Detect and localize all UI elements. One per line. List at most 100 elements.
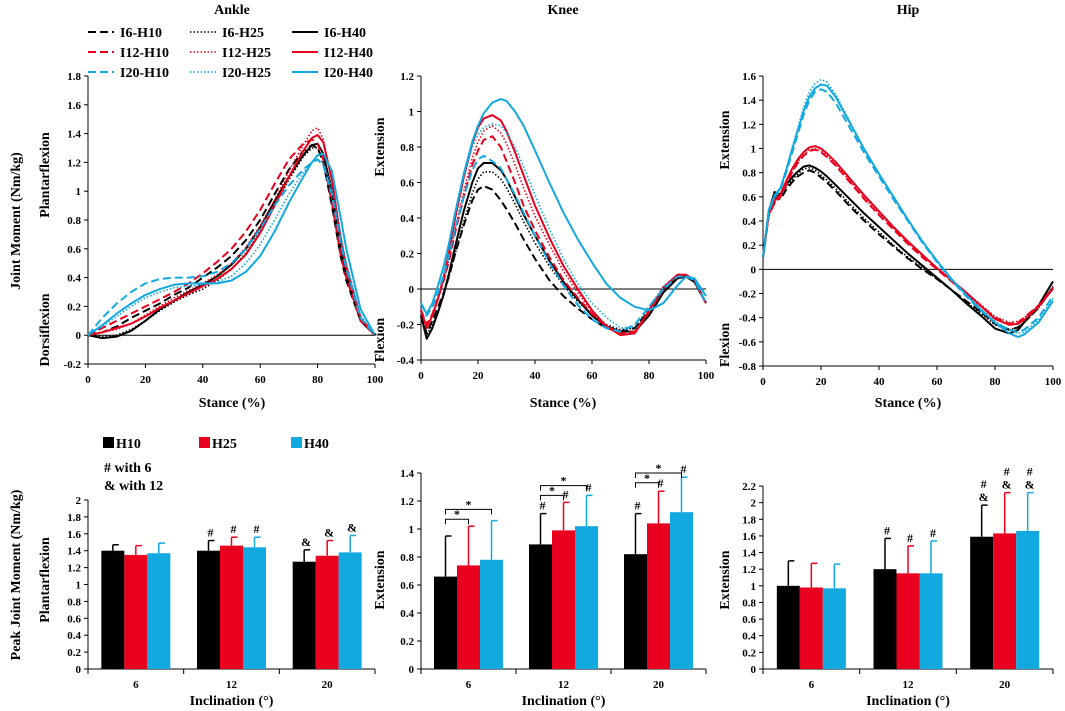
hip-x-tick-label: 60 <box>932 376 944 388</box>
hip-peak-y-tick-label: 0.2 <box>742 647 756 659</box>
ankle-peak-category-label: 20 <box>322 679 334 691</box>
ankle-y-tick-label: 1.4 <box>67 129 81 141</box>
knee-x-tick-label: 20 <box>473 370 485 382</box>
hip-peak-significance-mark: # <box>930 526 936 540</box>
knee-peak-bracket-star: * <box>549 483 555 497</box>
bar-legend-label: H40 <box>304 437 329 452</box>
ankle-y-tick-label: 0.6 <box>67 244 81 256</box>
knee-series-i6-h40 <box>420 162 707 340</box>
hip-y-tick-label: -0.2 <box>739 289 757 301</box>
knee-peak-y-tick-label: 0.4 <box>400 608 414 620</box>
ankle-y-tick-label: 1.2 <box>67 157 81 169</box>
hip-peak-bar-h25 <box>993 533 1017 669</box>
ankle-peak-bar-h25 <box>220 545 243 669</box>
knee-peak-bar-h10 <box>624 554 647 669</box>
hip-peak-significance-mark: & <box>979 490 989 504</box>
ankle-y-tick-label: 1.6 <box>67 100 81 112</box>
hip-y-tick-label: 0 <box>751 264 757 276</box>
knee-x-axis-label: Stance (%) <box>530 396 597 411</box>
ankle-peak-region-label: Plantarflexion <box>38 537 53 623</box>
legend-label: I12-H10 <box>120 46 169 61</box>
legend-item-i6-h40: I6-H40 <box>292 26 366 41</box>
knee-peak-y-tick-label: 0 <box>409 664 415 676</box>
hip-series-i20-h25 <box>762 78 1054 335</box>
hip-peak-bar-h10 <box>873 569 897 669</box>
ankle-peak-y-tick-label: 0 <box>76 664 82 676</box>
knee-peak-bracket-star: * <box>656 461 662 475</box>
hip-peak-region-label: Extension <box>718 550 733 609</box>
knee-peak-y-tick-label: 1.4 <box>400 468 414 480</box>
hip-peak-y-tick-label: 2 <box>751 498 757 510</box>
hip-peak-significance-mark: # <box>884 523 890 537</box>
ankle-x-tick-label: 100 <box>367 374 384 386</box>
legend-item-i12-h10: I12-H10 <box>88 46 169 61</box>
knee-peak-y-tick-label: 1.2 <box>400 496 414 508</box>
hip-peak-significance-mark: & <box>1025 478 1035 492</box>
knee-y-tick-label: -0.4 <box>397 355 415 367</box>
legend-label: I6-H40 <box>324 26 366 41</box>
ankle-y-tick-label: 1 <box>76 186 82 198</box>
ankle-series-i12-h40 <box>87 134 376 337</box>
ankle-peak-y-tick-label: 0.4 <box>67 630 81 642</box>
hip-y-tick-label: 0.6 <box>742 192 756 204</box>
ankle-peak-significance-mark: & <box>324 526 334 540</box>
hip-peak-y-tick-label: 1.8 <box>742 514 756 526</box>
hip-series-i12-h25 <box>762 147 1054 324</box>
hip-x-tick-label: 100 <box>1045 376 1062 388</box>
ankle-peak-y-tick-label: 1.8 <box>67 512 81 524</box>
knee-peak-significance-mark: # <box>586 480 592 494</box>
ankle-y-tick-label: 1.8 <box>67 71 81 83</box>
legend-item-i20-h10: I20-H10 <box>88 66 169 81</box>
knee-x-tick-label: 100 <box>698 370 715 382</box>
ankle-peak-bar-h40 <box>147 553 171 669</box>
legend-label: I6-H10 <box>120 26 162 41</box>
bar-legend-note-6: # with 6 <box>104 461 151 476</box>
ankle-series-i12-h10 <box>87 138 376 337</box>
knee-peak-comparison-bracket <box>635 482 659 488</box>
knee-peak-bar-h10 <box>529 544 552 669</box>
hip-peak-y-tick-label: 0.6 <box>742 614 756 626</box>
ankle-title: Ankle <box>214 3 250 18</box>
bar-legend-swatch <box>291 437 302 448</box>
hip-peak-bar-h40 <box>822 588 846 669</box>
legend-label: I12-H40 <box>324 46 373 61</box>
hip-y-tick-label: 1 <box>751 144 757 156</box>
knee-x-tick-label: 60 <box>587 370 599 382</box>
ankle-peak-category-label: 12 <box>226 679 238 691</box>
ankle-y-tick-label: 0 <box>76 330 82 342</box>
hip-region-label: Extension <box>718 110 733 169</box>
ankle-peak-y-tick-label: 1.4 <box>67 546 81 558</box>
knee-peak-bar-h25 <box>647 523 670 669</box>
line-y-axis-label: Joint Moment (Nm/kg) <box>9 152 24 290</box>
hip-peak-y-tick-label: 1 <box>751 581 757 593</box>
hip-y-tick-label: 0.4 <box>742 216 756 228</box>
ankle-peak-category-label: 6 <box>133 679 139 691</box>
hip-series-i20-h40 <box>762 83 1054 338</box>
hip-x-tick-label: 0 <box>760 376 766 388</box>
knee-peak-y-tick-label: 0.8 <box>400 552 414 564</box>
knee-y-tick-label: 0.6 <box>400 178 414 190</box>
ankle-x-tick-label: 20 <box>140 374 152 386</box>
ankle-peak-y-tick-label: 1 <box>76 580 82 592</box>
knee-y-tick-label: -0.2 <box>397 320 415 332</box>
knee-x-tick-label: 80 <box>644 370 656 382</box>
knee-peak-bar-h40 <box>670 512 693 669</box>
knee-y-tick-label: 0.4 <box>400 213 414 225</box>
knee-peak-y-tick-label: 0.2 <box>400 636 414 648</box>
knee-peak-bracket-star: * <box>466 497 472 511</box>
knee-panel: Knee -0.4 -0.2 0 0.2 0.4 0.6 0.8 1 1.2 0 20 40 60 80 10… <box>373 3 715 411</box>
legend-item-i6-h25: I6-H25 <box>190 26 264 41</box>
ankle-peak-bar-h10 <box>197 550 220 669</box>
knee-peak-significance-mark: # <box>635 499 641 513</box>
legend-label: I20-H40 <box>324 66 373 81</box>
knee-series-i20-h10 <box>420 154 707 333</box>
legend-label: I12-H25 <box>222 46 271 61</box>
hip-series-i6-h10 <box>762 169 1054 331</box>
knee-y-tick-label: 0 <box>409 284 415 296</box>
knee-peak-x-axis-label: Inclination (°) <box>522 694 606 709</box>
knee-peak-bar-h40 <box>480 559 503 669</box>
bar-legend-item-h25: H25 <box>199 437 237 452</box>
knee-x-tick-label: 40 <box>530 370 542 382</box>
knee-peak-panel: 0 0.2 0.4 0.6 0.8 1 1.2 1.4 6 12 20 Inclination (°)… <box>373 461 707 709</box>
hip-peak-bar-h40 <box>1016 530 1040 669</box>
